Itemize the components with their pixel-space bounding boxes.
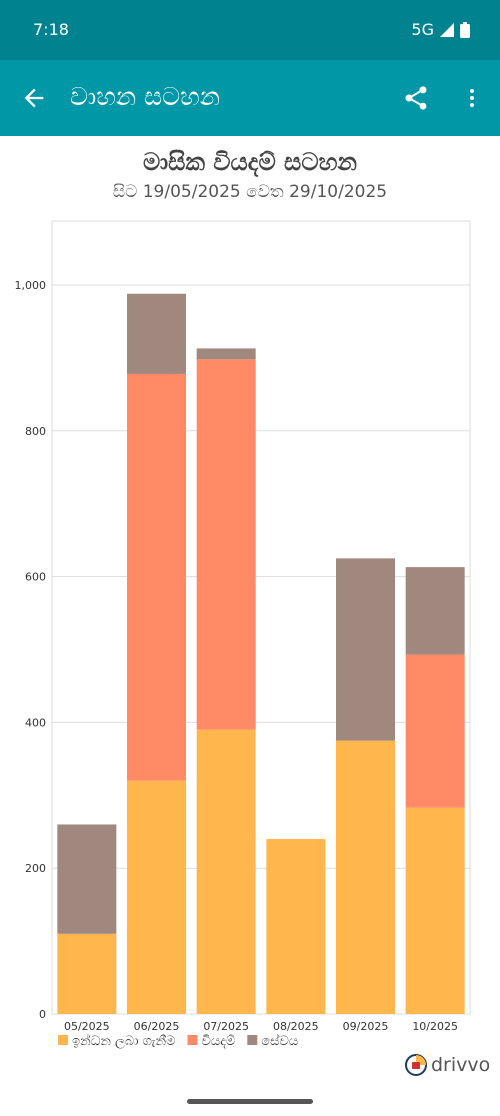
y-tick-label: 400: [25, 716, 46, 729]
bar-segment: [336, 558, 395, 741]
bar-segment: [336, 740, 395, 1014]
bar-segment: [127, 373, 186, 781]
y-tick-label: 0: [39, 1008, 46, 1021]
drivvo-logo: drivvo: [405, 1052, 490, 1078]
x-tick-label: 09/2025: [343, 1020, 389, 1033]
bar-segment: [127, 293, 186, 374]
share-icon[interactable]: [402, 84, 430, 112]
more-vert-icon[interactable]: [460, 84, 484, 112]
bar-segment: [405, 654, 465, 808]
status-time: 7:18: [33, 20, 69, 39]
legend-swatch: [58, 1035, 68, 1045]
chart-subtitle: සිට 19/05/2025 වෙත 29/10/2025: [112, 182, 388, 202]
bar-segment: [266, 839, 326, 1014]
status-bar: 7:18 5G: [0, 0, 500, 60]
y-tick-label: 600: [25, 571, 46, 584]
back-arrow-icon[interactable]: [20, 84, 48, 112]
drivvo-logo-icon: [405, 1054, 427, 1076]
legend-label: සේවය: [261, 1033, 298, 1049]
bar-segment: [405, 567, 465, 655]
bar-segment: [57, 933, 117, 1014]
plot-area: [51, 220, 471, 1015]
bar-segment: [196, 359, 256, 730]
legend-label: වියදම්: [201, 1034, 235, 1049]
signal-icon: [440, 22, 454, 37]
y-tick-label: 200: [25, 862, 46, 875]
network-label: 5G: [411, 20, 434, 39]
x-tick-label: 07/2025: [203, 1020, 249, 1033]
y-tick-label: 800: [25, 425, 46, 438]
legend-swatch: [187, 1035, 198, 1045]
drivvo-logo-text: drivvo: [431, 1054, 491, 1076]
home-indicator: [187, 1099, 313, 1104]
app-title: වාහන සටහන: [70, 82, 221, 111]
bar-segment: [196, 348, 256, 360]
legend-swatch: [247, 1035, 258, 1045]
x-tick-label: 06/2025: [134, 1020, 180, 1033]
x-tick-label: 08/2025: [273, 1020, 319, 1033]
bar-segment: [57, 824, 117, 934]
y-tick-label: 1,000: [15, 279, 47, 292]
chart-title: මාසික වියදම් සටහන: [143, 148, 357, 176]
legend-label: ඉන්ධන ලබා ගැනීම: [72, 1033, 175, 1049]
x-tick-label: 05/2025: [64, 1020, 110, 1033]
bar-segment: [405, 807, 465, 1014]
bar-segment: [196, 729, 256, 1014]
x-tick-label: 10/2025: [412, 1020, 458, 1033]
battery-icon: [460, 21, 470, 38]
app-bar: වාහන සටහන: [0, 60, 500, 136]
status-indicators: 5G: [411, 20, 470, 39]
bar-segment: [127, 780, 186, 1014]
